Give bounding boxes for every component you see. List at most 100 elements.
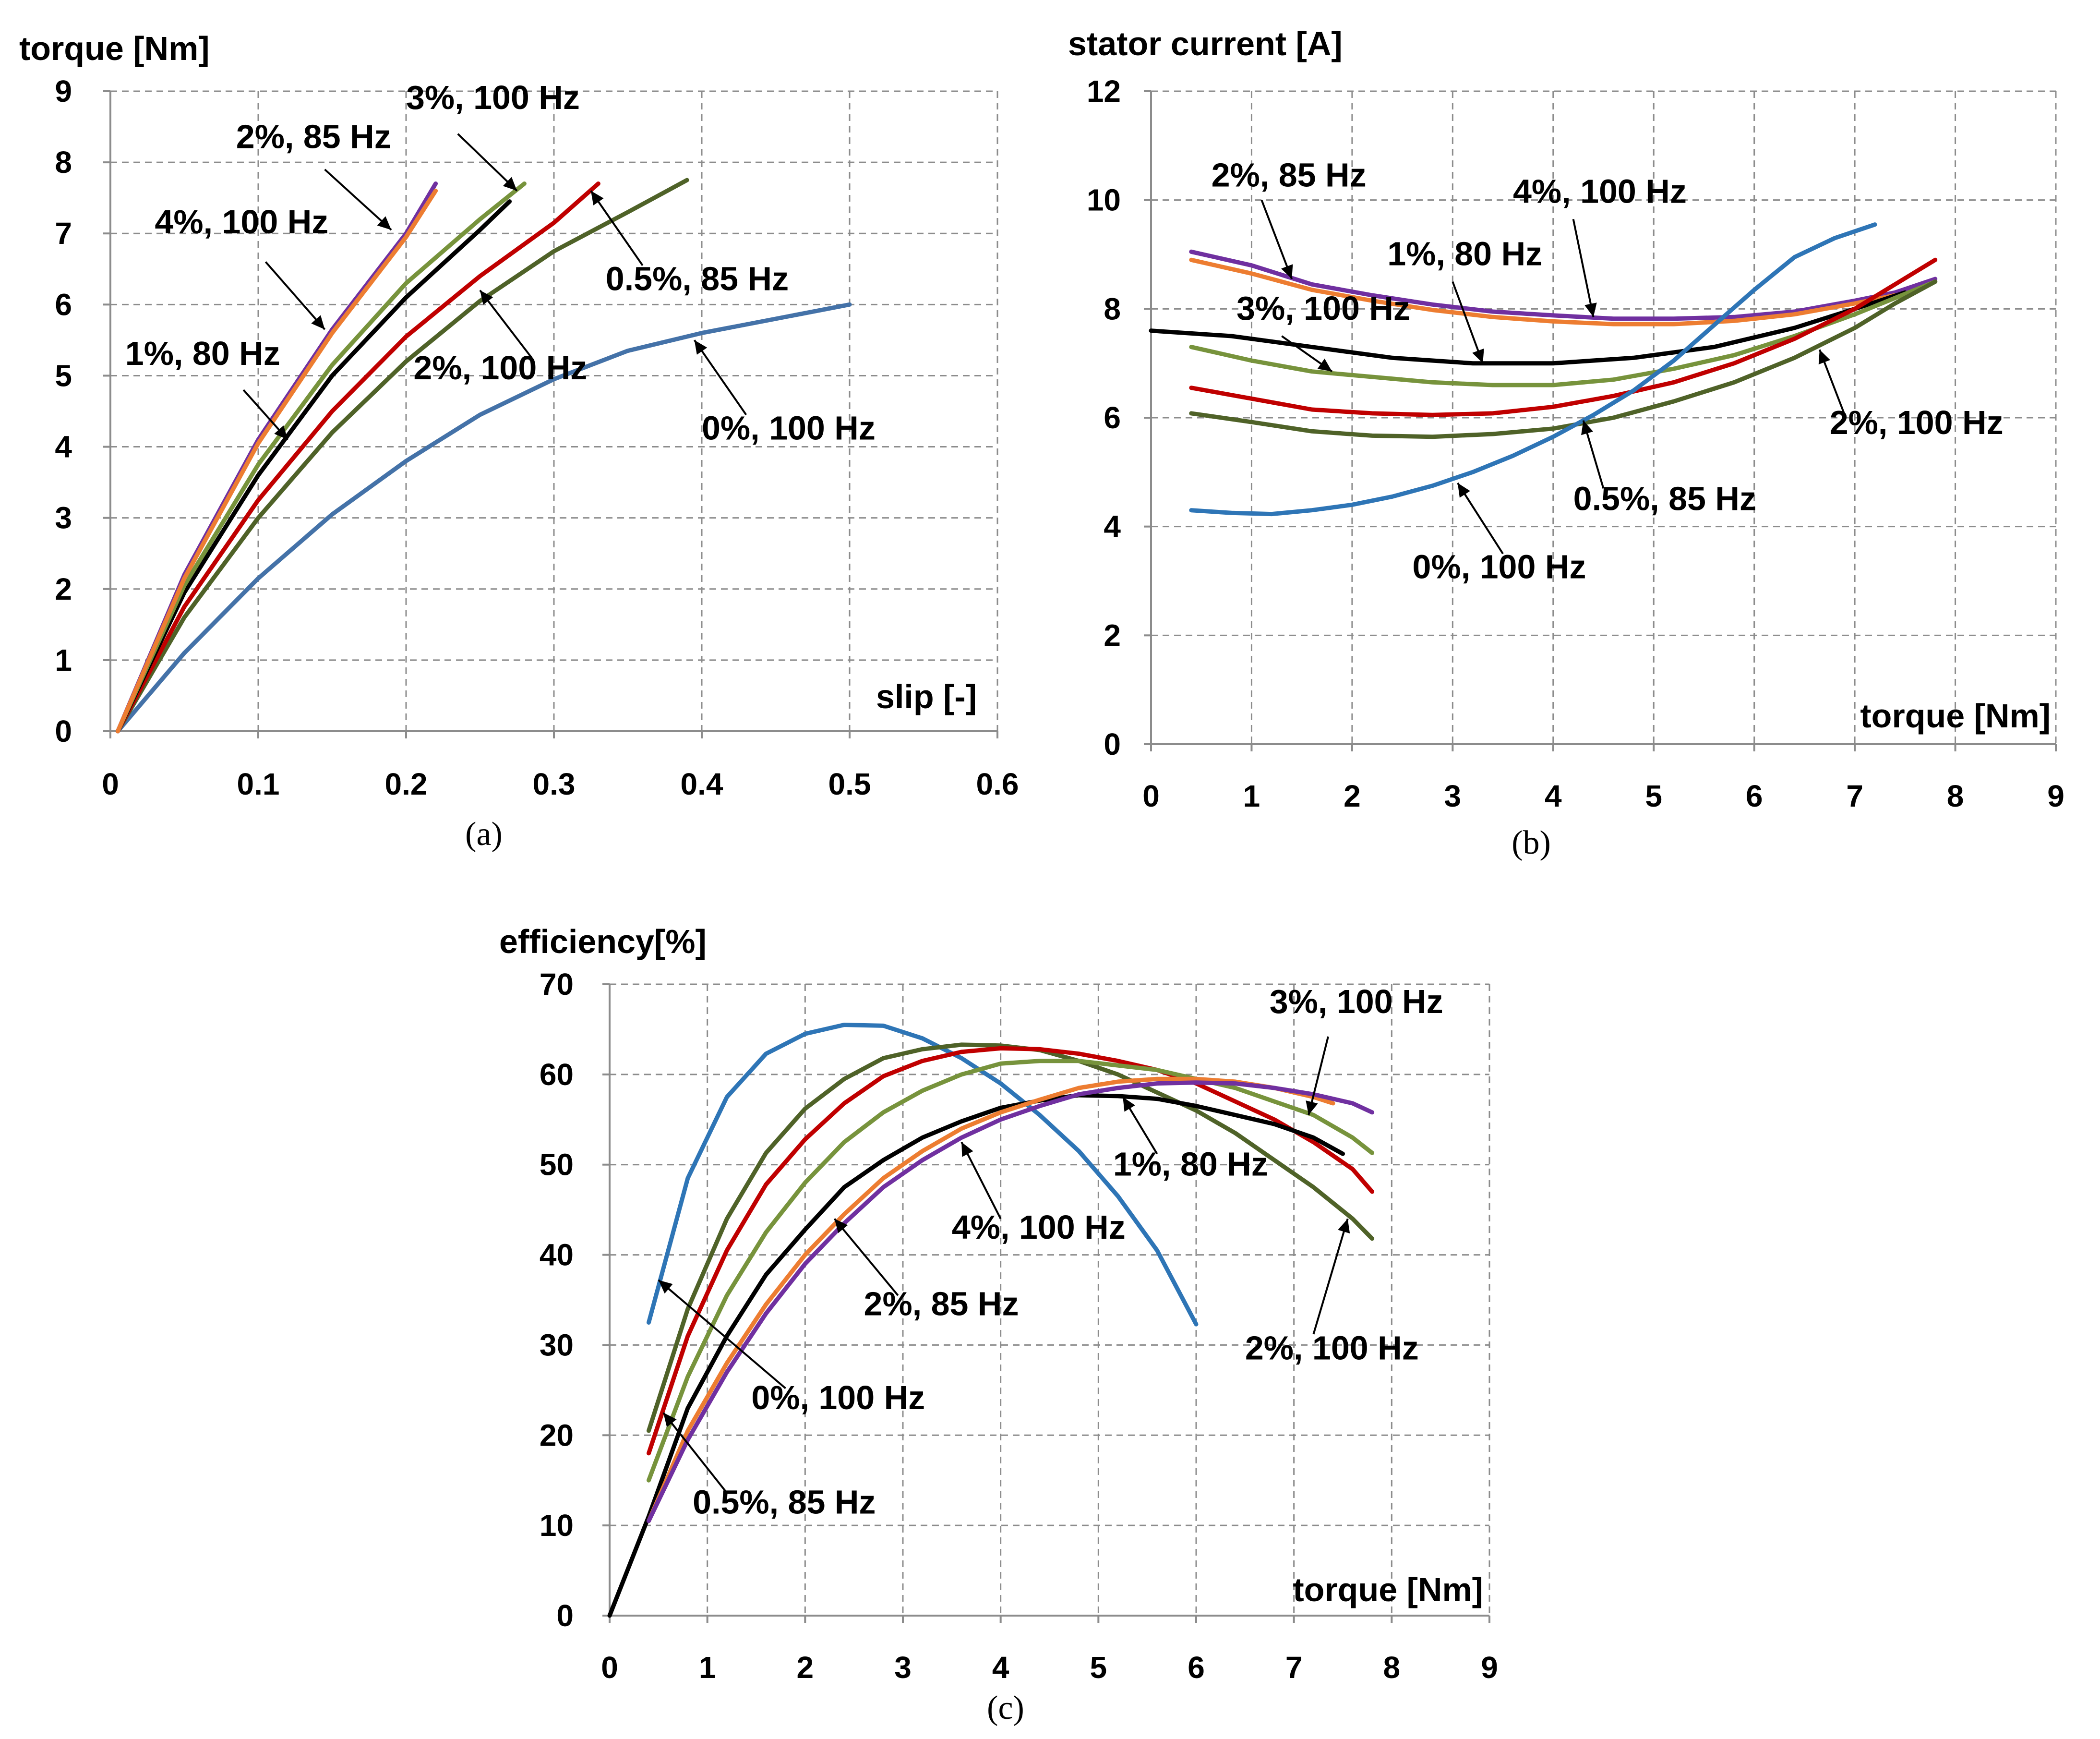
x-axis-label: slip [-] xyxy=(876,678,977,715)
y-tick-label: 4 xyxy=(55,430,72,464)
annotation-label-2pct-100-hz: 2%, 100 Hz xyxy=(1245,1329,1419,1366)
annotation-arrow xyxy=(1572,218,1595,317)
x-tick-label: 7 xyxy=(1846,779,1863,813)
annotation-label-2pct-85-hz: 2%, 85 Hz xyxy=(864,1285,1019,1322)
annotation-arrow xyxy=(324,169,392,231)
annotation-arrowhead xyxy=(1584,302,1597,317)
x-tick-label: 6 xyxy=(1746,779,1763,813)
annotation-arrowhead xyxy=(694,340,708,355)
x-tick-label: 9 xyxy=(2047,779,2064,813)
x-tick-label: 4 xyxy=(1545,779,1562,813)
annotation-label-2pct-85-hz: 2%, 85 Hz xyxy=(236,118,391,155)
x-tick-label: 6 xyxy=(1188,1650,1205,1685)
series-line-2pct-100-hz xyxy=(115,178,689,734)
panel-label: (c) xyxy=(987,1690,1024,1727)
annotation-label-4pct-100-hz: 4%, 100 Hz xyxy=(1513,172,1687,210)
annotation-arrowhead xyxy=(274,425,288,440)
y-tick-label: 1 xyxy=(55,643,72,677)
x-tick-label: 1 xyxy=(699,1650,716,1685)
annotation-arrowhead xyxy=(961,1142,973,1157)
annotation-label-1pct-80-hz: 1%, 80 Hz xyxy=(1387,235,1542,273)
annotation-label-4pct-100-hz: 4%, 100 Hz xyxy=(952,1208,1126,1246)
series-line-4pct-100-hz xyxy=(1189,249,1938,321)
series-line-0-5pct-85-hz xyxy=(647,1046,1375,1456)
x-tick-label: 0 xyxy=(601,1650,618,1685)
panel-label: (b) xyxy=(1512,824,1551,861)
annotation-arrowhead xyxy=(1317,358,1332,372)
y-tick-label: 4 xyxy=(1104,509,1121,544)
series-line-0pct-100-hz xyxy=(115,302,852,734)
x-tick-label: 8 xyxy=(1947,779,1964,813)
y-axis-label: efficiency[%] xyxy=(499,923,707,960)
annotation-arrow xyxy=(693,339,747,416)
annotation-arrow xyxy=(1308,1036,1329,1115)
annotation-arrow xyxy=(658,1279,786,1389)
series-line-3pct-100-hz xyxy=(115,181,527,734)
y-tick-label: 3 xyxy=(55,501,72,535)
annotation-label-0pct-100-hz: 0%, 100 Hz xyxy=(1413,548,1586,585)
series-line-3pct-100-hz xyxy=(647,1059,1375,1483)
x-tick-label: 7 xyxy=(1285,1650,1303,1685)
series-line-3pct-100-hz xyxy=(1189,279,1938,387)
y-tick-label: 12 xyxy=(1087,74,1121,109)
annotation-label-3pct-100-hz: 3%, 100 Hz xyxy=(406,79,580,116)
x-tick-label: 0.1 xyxy=(237,767,280,801)
x-tick-label: 4 xyxy=(992,1650,1009,1685)
annotation-label-3pct-100-hz: 3%, 100 Hz xyxy=(1236,290,1410,327)
x-tick-label: 0.4 xyxy=(681,767,723,801)
annotation-label-2pct-100-hz: 2%, 100 Hz xyxy=(1830,404,2004,441)
x-tick-label: 0.6 xyxy=(976,767,1019,801)
series-line-0pct-100-hz xyxy=(1189,222,1877,517)
annotation-arrow xyxy=(264,261,326,330)
y-tick-label: 50 xyxy=(540,1147,574,1182)
x-tick-label: 8 xyxy=(1383,1650,1401,1685)
annotation-label-2pct-85-hz: 2%, 85 Hz xyxy=(1212,156,1367,193)
series-line-0-5pct-85-hz xyxy=(1189,257,1938,417)
annotation-label-0-5pct-85-hz: 0.5%, 85 Hz xyxy=(1573,480,1756,518)
annotation-label-1pct-80-hz: 1%, 80 Hz xyxy=(1113,1145,1268,1183)
series-line-1pct-80-hz xyxy=(1149,290,1908,366)
x-tick-label: 0.2 xyxy=(385,767,428,801)
annotation-arrow xyxy=(590,190,644,266)
y-tick-label: 8 xyxy=(55,145,72,180)
x-axis-label: torque [Nm] xyxy=(1293,1571,1483,1608)
series-line-0pct-100-hz xyxy=(647,1023,1199,1327)
y-tick-label: 9 xyxy=(55,74,72,109)
annotation-arrow xyxy=(1260,199,1293,279)
series-line-2pct-85-hz xyxy=(115,188,438,734)
y-tick-label: 10 xyxy=(540,1508,574,1543)
panel-label: (a) xyxy=(465,816,503,853)
annotation-arrowhead xyxy=(663,1413,677,1427)
y-tick-label: 70 xyxy=(540,967,574,1002)
x-tick-label: 1 xyxy=(1243,779,1260,813)
panel-a: 0 0.1 0.2 0.3 0.4 0.5 0.6 0 1 2 3 4 5 6 7 8 9 torque [Nm]… xyxy=(19,30,1019,853)
annotation-arrowhead xyxy=(311,315,325,330)
annotation-arrowhead xyxy=(1818,350,1830,365)
annotation-arrow xyxy=(1457,482,1504,555)
y-tick-label: 40 xyxy=(540,1238,574,1272)
y-axis-label: stator current [A] xyxy=(1068,25,1343,62)
annotation-arrow xyxy=(479,290,533,359)
annotation-label-2pct-100-hz: 2%, 100 Hz xyxy=(413,349,587,386)
annotation-arrow xyxy=(1312,1218,1349,1335)
x-tick-label: 9 xyxy=(1481,1650,1498,1685)
x-tick-label: 2 xyxy=(797,1650,814,1685)
annotation-arrowhead xyxy=(591,191,604,205)
x-tick-label: 0.3 xyxy=(533,767,576,801)
y-tick-label: 8 xyxy=(1104,291,1121,326)
y-tick-label: 10 xyxy=(1087,183,1121,217)
y-tick-label: 2 xyxy=(1104,618,1121,652)
annotation-label-1pct-80-hz: 1%, 80 Hz xyxy=(125,335,280,372)
x-tick-label: 0 xyxy=(1142,779,1160,813)
annotation-arrowhead xyxy=(377,216,392,230)
y-tick-label: 5 xyxy=(55,358,72,393)
y-tick-label: 0 xyxy=(1104,727,1121,761)
annotation-arrowhead xyxy=(480,290,493,305)
y-tick-label: 6 xyxy=(55,287,72,322)
annotation-label-0pct-100-hz: 0%, 100 Hz xyxy=(702,410,876,447)
annotation-arrowhead xyxy=(658,1280,673,1294)
y-tick-label: 30 xyxy=(540,1328,574,1362)
annotation-label-0-5pct-85-hz: 0.5%, 85 Hz xyxy=(606,260,789,298)
x-tick-label: 3 xyxy=(1444,779,1462,813)
